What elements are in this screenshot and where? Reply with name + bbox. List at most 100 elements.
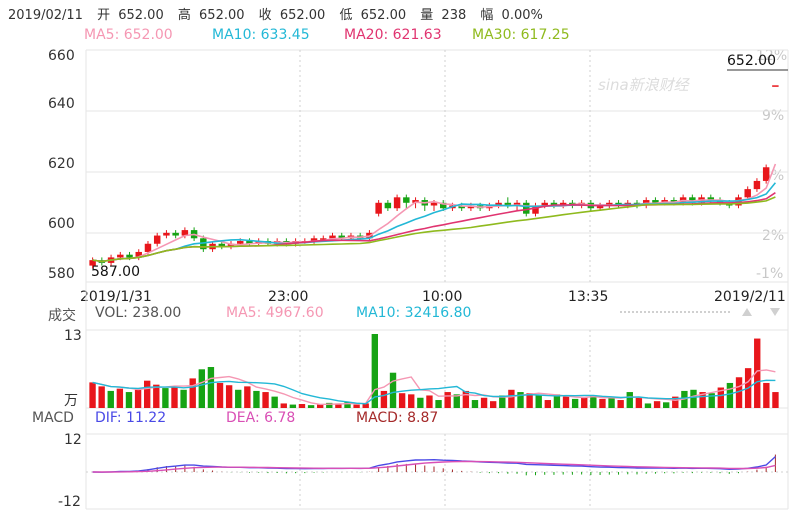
macd-tick-top: 12 <box>64 432 82 448</box>
low-label: 低 <box>339 8 353 23</box>
volume-bar <box>690 389 697 408</box>
volume-bar <box>617 400 624 408</box>
volume-bar <box>143 380 151 408</box>
chg-label: 幅 <box>480 8 494 23</box>
volume-bar <box>98 386 105 408</box>
volume-bar <box>298 404 306 408</box>
volume-bar <box>89 382 96 408</box>
volume-bar <box>535 395 542 408</box>
candle-body <box>762 167 770 181</box>
high-label: 高 <box>177 8 191 23</box>
vol-value: 238 <box>441 8 467 23</box>
candle-body <box>172 232 179 236</box>
candle-body <box>430 202 438 206</box>
scroll-up-icon[interactable] <box>742 308 752 316</box>
candle-body <box>689 197 696 203</box>
volume-bar <box>134 389 142 408</box>
volume-bar <box>316 404 324 408</box>
volume-bar <box>426 395 433 408</box>
volume-bar <box>307 405 315 408</box>
volume-bar <box>581 397 588 408</box>
candle-body <box>532 205 539 214</box>
pct-tick-9: 9% <box>762 108 785 124</box>
volume-bar <box>489 401 497 408</box>
volume-bar <box>726 382 734 408</box>
volume-bar <box>326 402 333 408</box>
vol-legend: VOL: 238.00 <box>95 305 182 321</box>
candle-body <box>329 235 336 239</box>
candle-body <box>310 238 318 242</box>
volume-bar <box>244 386 251 408</box>
candle-body <box>403 197 410 203</box>
volume-bar <box>735 377 743 408</box>
volume-bar <box>353 404 360 408</box>
dif-legend: DIF: 11.22 <box>95 410 167 426</box>
candle-body <box>606 202 613 206</box>
candle-body <box>513 202 521 206</box>
volume-bar <box>362 403 369 408</box>
volume-bar <box>462 390 470 408</box>
price-tick-580: 580 <box>48 266 75 282</box>
low-price-label: 587.00 <box>91 264 140 280</box>
volume-bar <box>772 392 779 408</box>
high-value: 652.00 <box>199 8 245 23</box>
candle-body <box>495 202 502 206</box>
ma30-line <box>92 196 776 263</box>
candle-body <box>144 243 152 252</box>
volume-bar <box>398 393 406 408</box>
volume-bar <box>571 398 579 408</box>
x-label-end: 2019/2/11 <box>714 289 786 305</box>
candle-body <box>320 238 327 240</box>
candle-body <box>707 197 715 201</box>
price-tick-600: 600 <box>48 216 75 232</box>
candle-body <box>237 241 244 244</box>
vol-label: 量 <box>420 8 434 23</box>
x-label-start: 2019/1/31 <box>80 289 152 305</box>
date-text: 2019/02/11 <box>8 8 83 23</box>
volume-bar <box>198 369 206 408</box>
candle-body <box>227 243 235 247</box>
candle-body <box>126 254 133 258</box>
pct-tick-2: 2% <box>762 228 785 244</box>
dea-line <box>92 460 776 473</box>
volume-bar <box>180 389 187 408</box>
volume-bar <box>216 382 224 408</box>
ma10-line <box>92 182 777 263</box>
volume-bar <box>662 402 670 408</box>
volume-bar <box>271 396 278 408</box>
candle-body <box>541 202 548 206</box>
candle-body <box>338 235 345 239</box>
volume-bar <box>435 400 442 408</box>
candle-body <box>439 202 447 209</box>
candle-body <box>772 85 779 87</box>
candle-body <box>393 197 401 209</box>
candle-body <box>652 200 659 203</box>
candle-body <box>550 202 558 206</box>
ma5-legend: MA5: 652.00 <box>84 27 173 43</box>
ma10-legend: MA10: 633.45 <box>212 27 310 43</box>
volume-bar <box>644 403 652 408</box>
volume-bar <box>253 390 260 408</box>
pct-tick-neg1: -1% <box>756 266 784 282</box>
volume-bar <box>371 334 379 408</box>
volume-bar <box>125 392 133 408</box>
volume-bar <box>471 400 479 408</box>
candle-body <box>596 205 604 209</box>
scroll-down-icon[interactable] <box>770 308 780 316</box>
x-label-1335: 13:35 <box>568 289 609 305</box>
candle-body <box>117 254 124 258</box>
candle-body <box>89 260 96 266</box>
volume-bar <box>717 387 725 408</box>
volume-bar <box>444 392 451 408</box>
volume-bar <box>635 397 643 408</box>
volume-bar <box>408 394 415 408</box>
volume-bar <box>417 397 424 408</box>
candle-body <box>218 243 226 247</box>
candle-body <box>744 189 751 198</box>
candle-body <box>255 241 262 244</box>
pct-tick-12: 12% <box>756 48 788 64</box>
volume-bar <box>590 395 597 408</box>
volume-bar <box>562 396 570 408</box>
volume-bar <box>480 397 488 408</box>
